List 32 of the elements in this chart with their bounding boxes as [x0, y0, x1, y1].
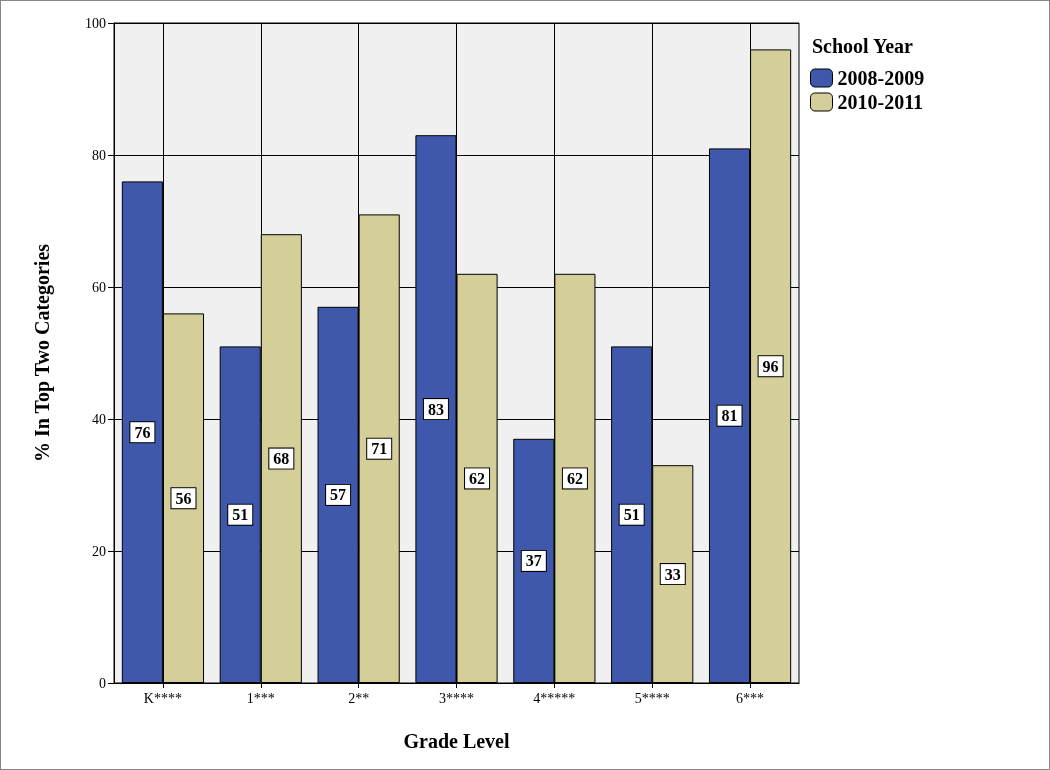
data-label: 68: [273, 450, 290, 468]
y-tick-label: 0: [99, 675, 106, 691]
data-label: 83: [427, 400, 444, 418]
data-label: 71: [371, 440, 388, 458]
legend-title: School Year: [812, 35, 914, 57]
x-axis-title: Grade Level: [403, 730, 510, 752]
data-label: 37: [525, 552, 542, 570]
x-tick-label: 5****: [634, 690, 670, 706]
y-tick-label: 20: [92, 543, 106, 559]
data-label: 76: [134, 423, 151, 441]
data-label: 96: [762, 357, 779, 375]
legend-label: 2010-2011: [837, 91, 924, 113]
x-tick-label: 2**: [348, 690, 370, 706]
data-label: 51: [623, 506, 640, 524]
legend-label: 2008-2009: [837, 67, 925, 89]
data-label: 56: [175, 489, 192, 507]
data-label: 57: [330, 486, 347, 504]
x-tick-label: 4*****: [533, 690, 576, 706]
data-label: 62: [566, 469, 583, 487]
x-tick-label: K****: [143, 690, 182, 706]
x-tick-label: 1***: [246, 690, 275, 706]
data-label: 33: [664, 565, 681, 583]
y-tick-label: 60: [92, 279, 106, 295]
y-tick-label: 100: [85, 15, 106, 31]
y-axis-title: % In Top Two Categories: [31, 243, 54, 463]
y-tick-label: 40: [92, 411, 106, 427]
x-tick-label: 6***: [736, 690, 765, 706]
data-label: 62: [469, 469, 486, 487]
data-label: 51: [232, 506, 249, 524]
y-tick-label: 80: [92, 147, 106, 163]
x-tick-label: 3****: [439, 690, 474, 706]
data-label: 81: [721, 407, 738, 425]
